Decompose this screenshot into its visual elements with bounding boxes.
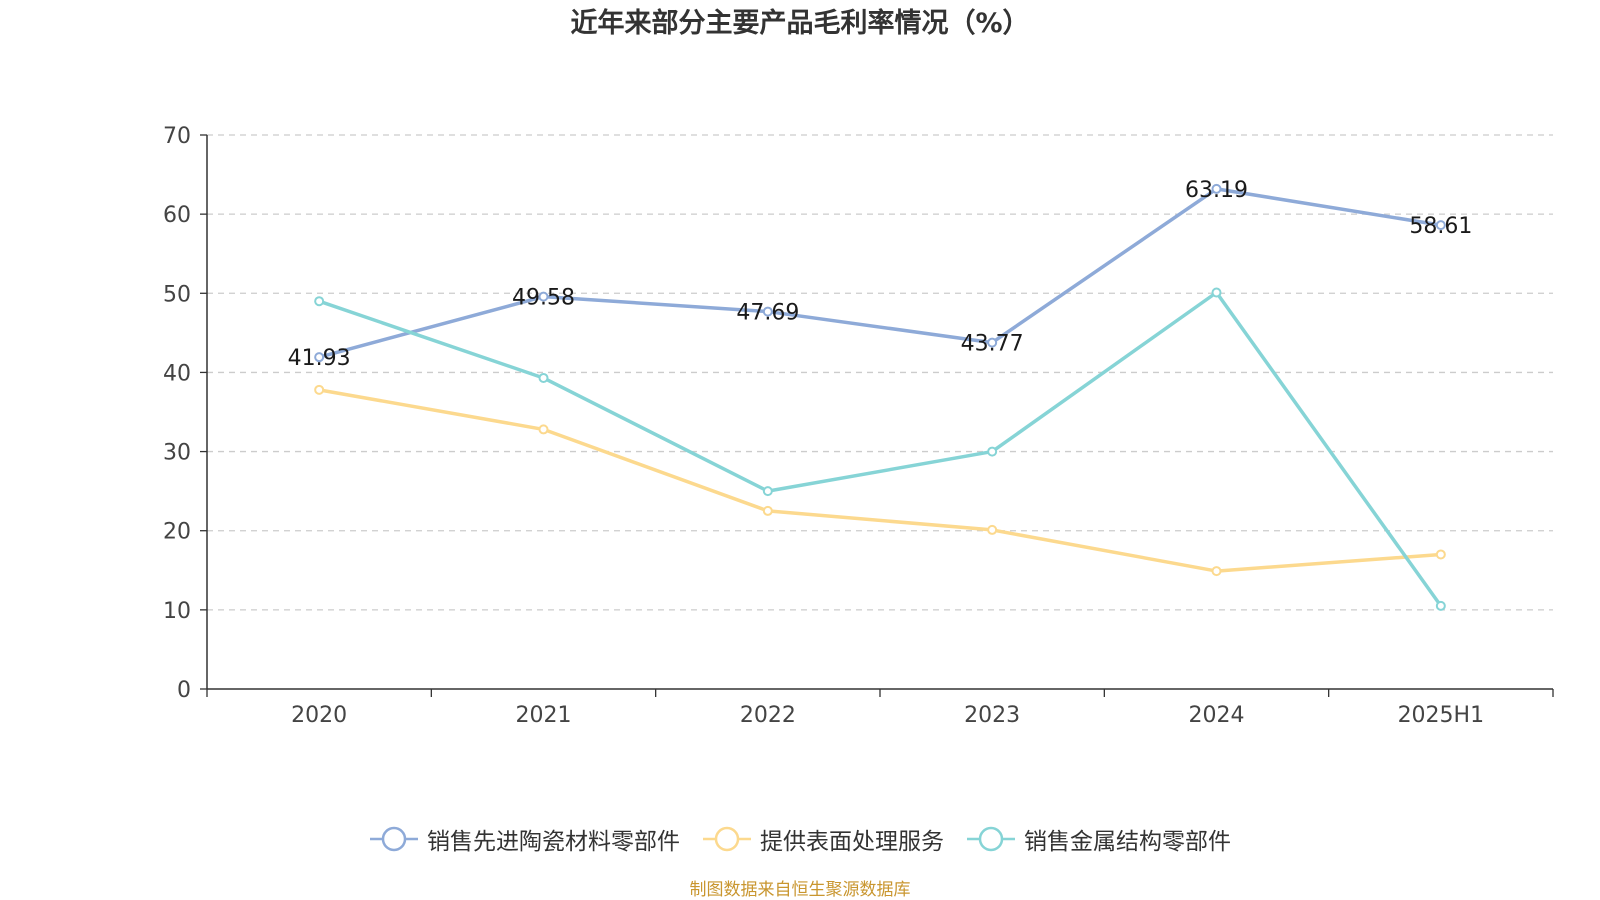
legend-circle <box>978 826 1004 852</box>
series-line-3 <box>318 290 1443 607</box>
data-point <box>987 524 998 535</box>
data-point <box>1211 566 1222 577</box>
x-tick-label: 2024 <box>1189 703 1245 728</box>
axes: 0 10 20 30 40 50 60 70 2020 2021 2022 2023 2024 2025H… <box>163 124 1554 728</box>
data-point <box>762 306 773 317</box>
x-tick-label: 2022 <box>740 703 796 728</box>
legend-marker-icon <box>703 826 751 852</box>
data-point <box>314 296 325 307</box>
legend-item[interactable]: 销售先进陶瓷材料零部件 <box>369 822 680 856</box>
data-point <box>1211 287 1222 298</box>
x-tick-label: 2020 <box>291 703 347 728</box>
x-tick-label: 2021 <box>516 703 572 728</box>
gridlines <box>207 134 1553 611</box>
legend-label: 销售先进陶瓷材料零部件 <box>427 829 680 855</box>
data-point <box>987 337 998 348</box>
y-tick-label: 30 <box>163 441 191 466</box>
data-label: 58.61 <box>1409 214 1472 239</box>
line-chart: 0 10 20 30 40 50 60 70 2020 2021 2022 2023 2024 2025H… <box>163 124 1554 728</box>
data-point <box>1435 549 1446 560</box>
chart-title: 近年来部分主要产品毛利率情况（%） <box>570 8 1030 39</box>
data-label: 43.77 <box>961 332 1024 357</box>
legend-circle <box>381 826 407 852</box>
data-point <box>314 352 325 363</box>
legend-marker-icon <box>370 826 418 852</box>
data-point <box>314 384 325 395</box>
x-tick-label: 2023 <box>964 703 1020 728</box>
y-tick-label: 60 <box>163 203 191 228</box>
data-label: 47.69 <box>736 301 799 326</box>
legend-item[interactable]: 提供表面处理服务 <box>702 822 944 856</box>
data-point <box>538 424 549 435</box>
series-lines <box>314 183 1446 611</box>
data-labels: 41.93 49.58 47.69 43.77 63.19 58.61 <box>288 178 1473 371</box>
series-line-2 <box>318 388 1441 573</box>
y-tick-label: 40 <box>163 361 191 386</box>
data-point <box>1435 220 1446 231</box>
data-point <box>1211 183 1222 194</box>
data-label: 49.58 <box>512 286 575 311</box>
series-line-1 <box>318 187 1442 359</box>
data-label: 63.19 <box>1185 178 1248 203</box>
legend-label: 销售金属结构零部件 <box>1024 829 1231 855</box>
y-tick-label: 10 <box>163 599 191 624</box>
x-tick-label: 2025H1 <box>1398 703 1485 728</box>
data-point <box>762 486 773 497</box>
data-label: 41.93 <box>288 346 351 371</box>
legend-circle <box>714 826 740 852</box>
legend-label: 提供表面处理服务 <box>760 829 944 855</box>
y-tick-label: 50 <box>163 282 191 307</box>
y-tick-label: 0 <box>177 678 191 703</box>
data-point <box>538 372 549 383</box>
legend: 销售先进陶瓷材料零部件 提供表面处理服务 销售金属结构零部件 <box>0 822 1600 856</box>
y-tick-label: 70 <box>163 124 191 149</box>
legend-marker-icon <box>967 826 1015 852</box>
y-tick-label: 20 <box>163 520 191 545</box>
data-point <box>762 505 773 516</box>
data-point <box>538 291 549 302</box>
data-point <box>987 446 998 457</box>
source-note: 制图数据来自恒生聚源数据库 <box>689 880 911 900</box>
data-point <box>1435 600 1446 611</box>
legend-item[interactable]: 销售金属结构零部件 <box>966 822 1231 856</box>
